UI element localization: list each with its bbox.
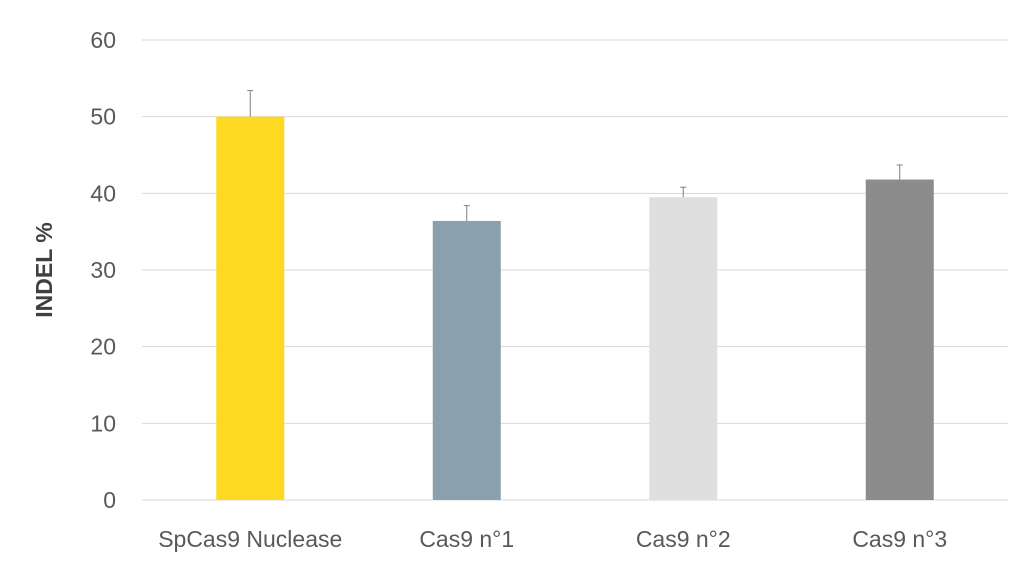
bar — [432, 220, 501, 500]
y-tick-label: 0 — [103, 487, 116, 513]
x-axis-ticks: SpCas9 Nuclease Cas9 n°1 Cas9 n°2 Cas9 n°3 — [158, 526, 947, 552]
y-tick-label: 30 — [90, 257, 116, 283]
error-bars — [247, 90, 903, 221]
y-axis-title: INDEL % — [31, 222, 57, 317]
gridlines — [142, 39, 1008, 501]
y-tick-label: 60 — [90, 27, 116, 53]
y-tick-label: 20 — [90, 334, 116, 360]
bar — [649, 197, 718, 500]
bar — [216, 116, 285, 501]
x-tick-label: Cas9 n°1 — [419, 526, 514, 552]
bars — [216, 116, 934, 501]
x-tick-label: Cas9 n°3 — [852, 526, 947, 552]
y-tick-label: 50 — [90, 104, 116, 130]
x-tick-label: SpCas9 Nuclease — [158, 526, 342, 552]
bar — [865, 179, 934, 501]
y-tick-label: 40 — [90, 180, 116, 206]
x-tick-label: Cas9 n°2 — [636, 526, 731, 552]
y-tick-label: 10 — [90, 410, 116, 436]
y-axis-ticks: 0 10 20 30 40 50 60 — [90, 27, 116, 513]
